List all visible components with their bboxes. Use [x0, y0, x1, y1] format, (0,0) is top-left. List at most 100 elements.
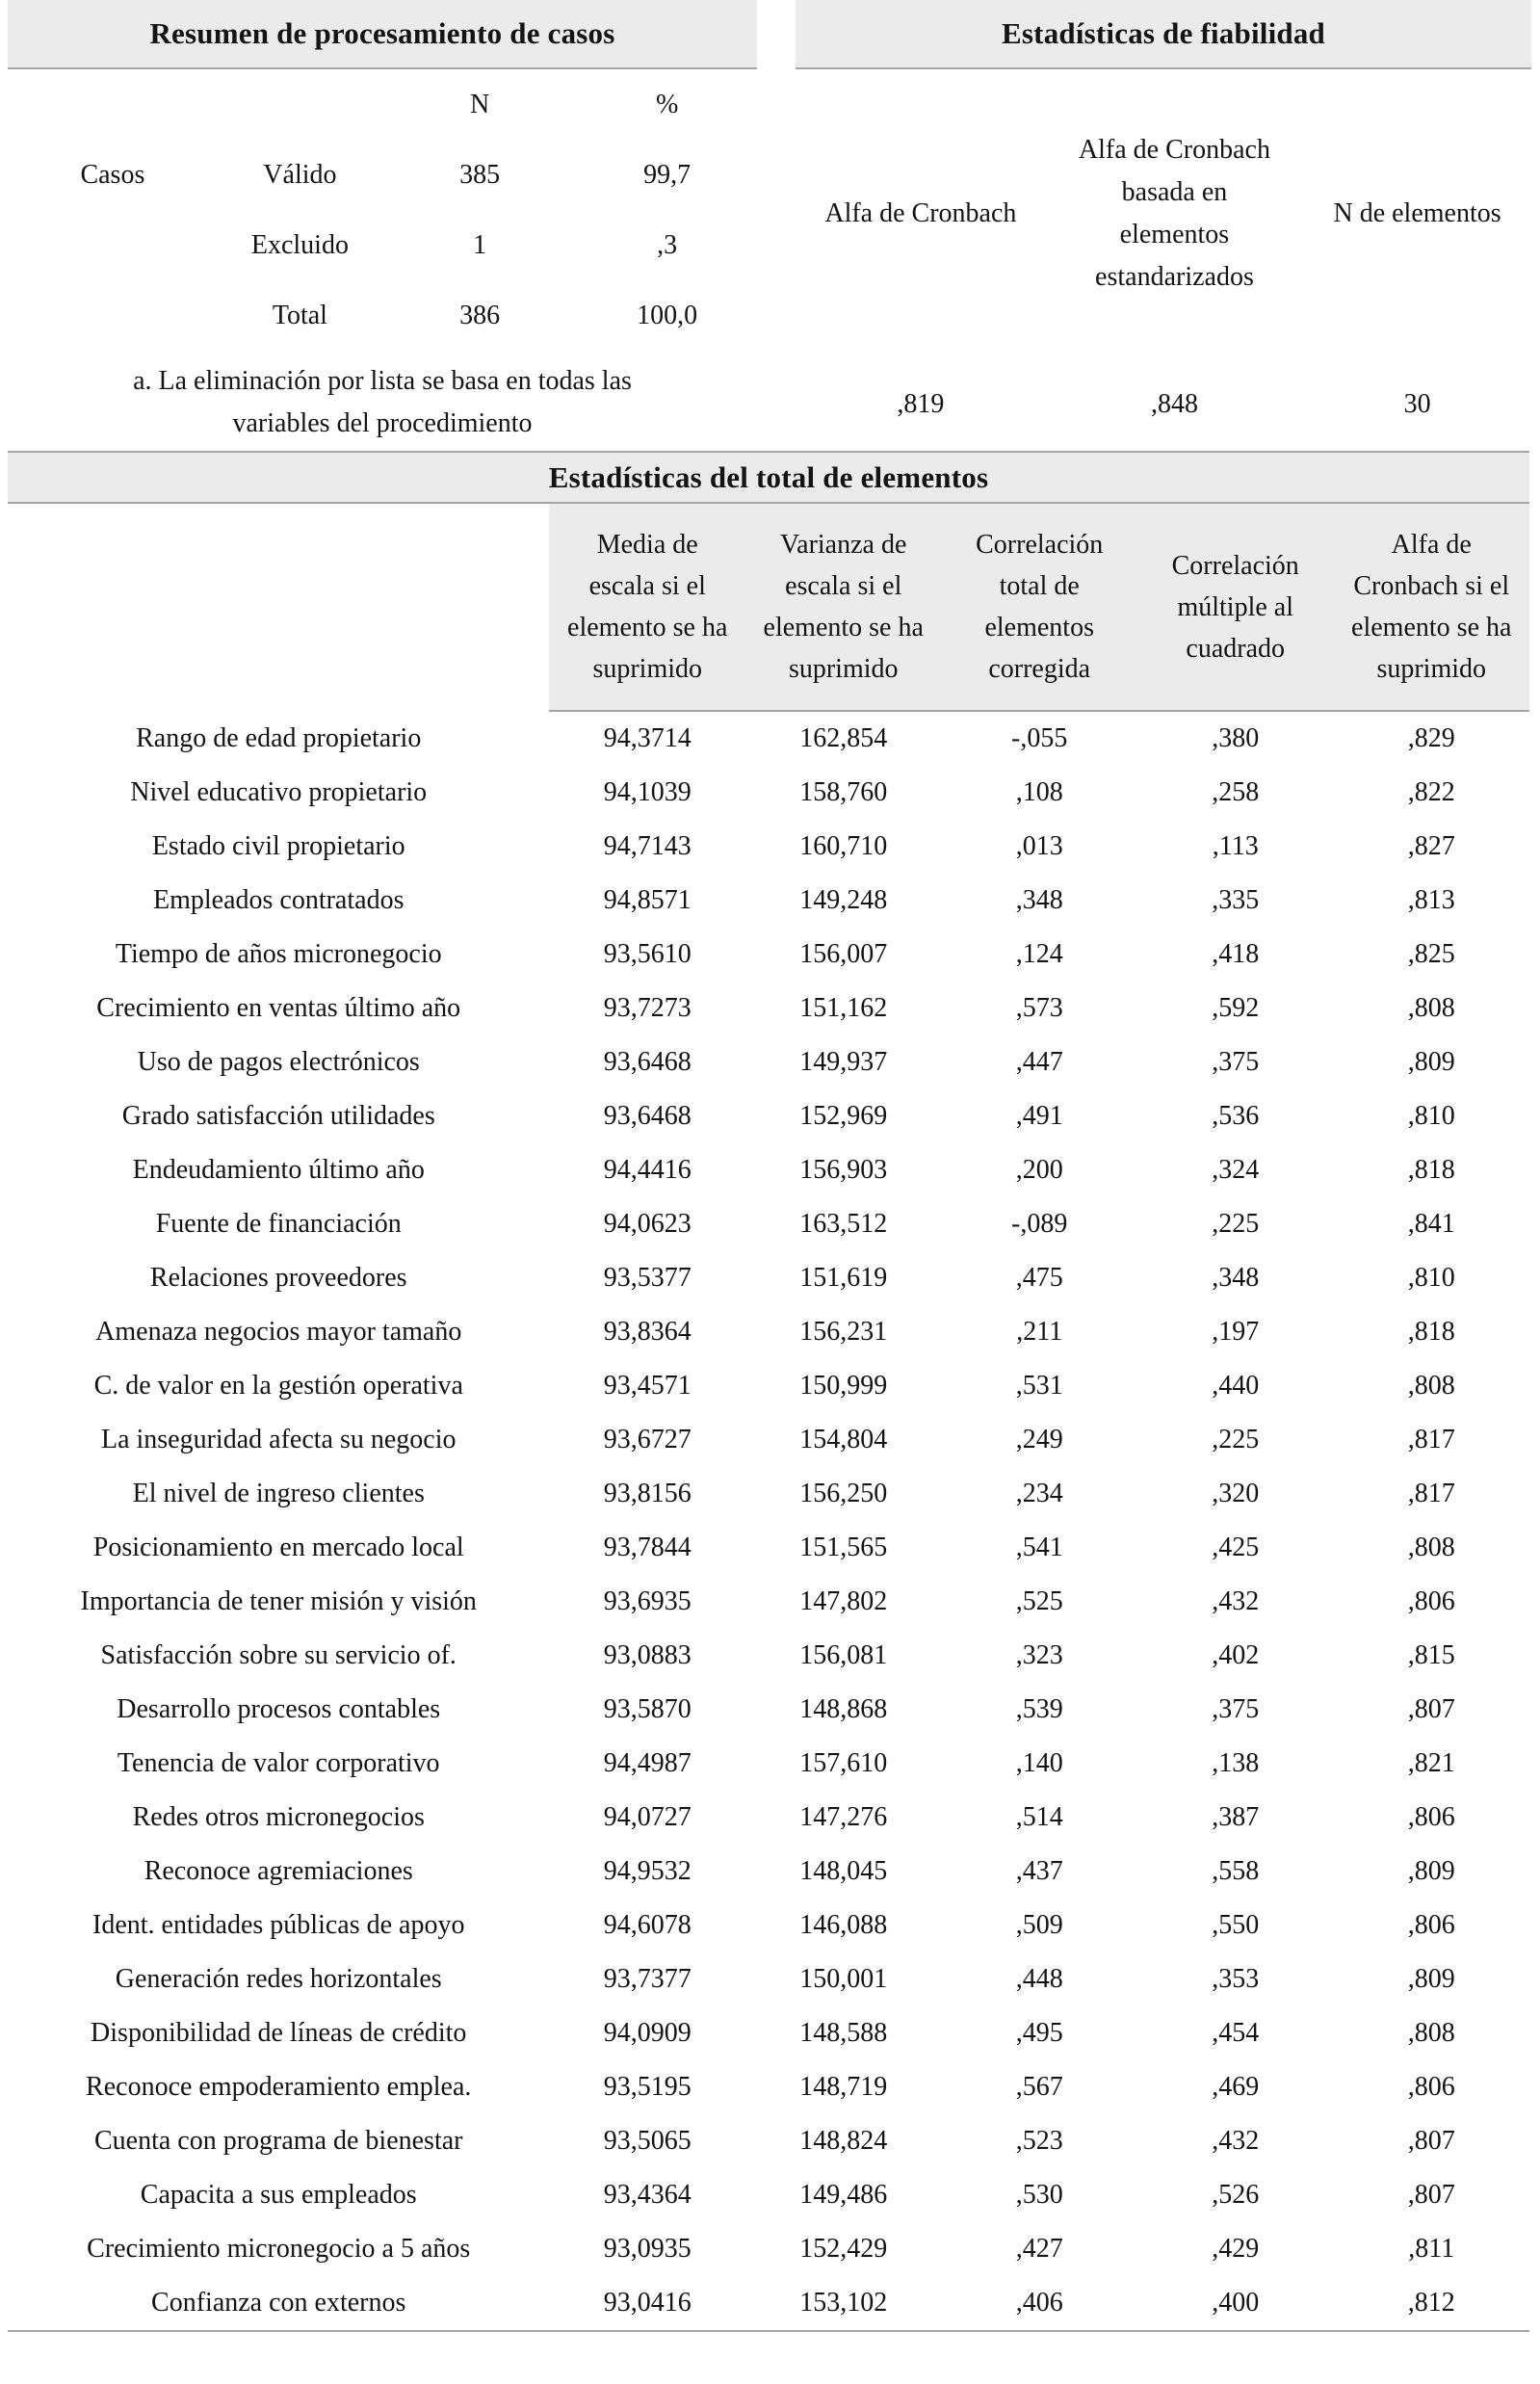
item-value: ,200	[1015, 1155, 1063, 1185]
table-row: C. de valor en la gestión operativa 93,4…	[8, 1359, 1529, 1413]
item-value: ,108	[1015, 777, 1063, 807]
item-value: ,425	[1212, 1533, 1260, 1562]
item-value: ,323	[1015, 1640, 1063, 1670]
item-value: 94,4416	[603, 1155, 692, 1185]
col-header: Varianza de escala si el elemento se ha …	[744, 504, 942, 712]
item-value: ,810	[1407, 1101, 1455, 1131]
item-label: Cuenta con programa de bienestar	[93, 2126, 463, 2156]
item-value: 94,6078	[603, 1910, 692, 1940]
item-value: ,113	[1212, 831, 1259, 861]
item-value: ,320	[1212, 1479, 1260, 1508]
cell-pct: 99,7	[643, 159, 692, 190]
item-label: Satisfacción sobre su servicio of.	[100, 1640, 457, 1670]
footnote-line-2: variables del procedimiento	[232, 408, 533, 438]
row-label: Total	[272, 300, 327, 330]
col-header: Correlación total de elementos corregida	[941, 504, 1137, 712]
col-header-n: N	[470, 89, 490, 119]
table-row: Endeudamiento último año 94,4416 156,903…	[8, 1143, 1529, 1197]
item-value: 93,4364	[603, 2180, 692, 2210]
cell-n: 386	[459, 300, 501, 330]
item-value: ,140	[1015, 1748, 1063, 1778]
item-value: 156,250	[799, 1479, 888, 1508]
case-processing-grid: N % Casos Válido 385 99,7 Excluido 1 ,3	[8, 69, 757, 351]
item-value: 93,5195	[603, 2072, 692, 2102]
item-value: ,249	[1015, 1425, 1063, 1454]
cell-value: ,819	[897, 389, 945, 419]
case-processing-title: Resumen de procesamiento de casos	[8, 0, 757, 69]
item-label: Tenencia de valor corporativo	[117, 1748, 440, 1778]
item-value: 94,4987	[603, 1748, 692, 1778]
col-header: Media de escala si el elemento se ha sup…	[549, 504, 745, 712]
item-value: ,822	[1407, 777, 1455, 807]
item-value: ,525	[1015, 1586, 1063, 1616]
item-value: ,013	[1015, 831, 1063, 861]
item-value: ,335	[1212, 885, 1260, 915]
item-value: ,573	[1015, 993, 1063, 1023]
item-value: 148,588	[799, 2018, 888, 2048]
item-value: 148,719	[799, 2072, 888, 2102]
item-value: ,806	[1407, 2072, 1455, 2102]
item-value: ,447	[1015, 1047, 1063, 1077]
cell-n: 1	[473, 229, 487, 260]
item-value: 93,0935	[603, 2234, 692, 2264]
item-value: ,825	[1407, 939, 1455, 969]
item-value: 163,512	[799, 1209, 888, 1239]
item-value: ,818	[1407, 1317, 1455, 1347]
item-value: ,197	[1212, 1317, 1260, 1347]
item-value: ,818	[1407, 1155, 1455, 1185]
table-footnote: a. La eliminación por lista se basa en t…	[8, 360, 757, 445]
item-value: 94,3714	[603, 723, 692, 753]
item-value: ,808	[1407, 1533, 1455, 1562]
item-label: Redes otros micronegocios	[132, 1802, 425, 1832]
item-value: 154,804	[799, 1425, 888, 1454]
table-row: Reconoce empoderamiento emplea. 93,5195 …	[8, 2060, 1529, 2114]
table-row: Tiempo de años micronegocio 93,5610 156,…	[8, 928, 1529, 982]
table-row: Total 386 100,0	[8, 280, 757, 351]
item-value: 151,162	[799, 993, 888, 1023]
item-value: ,808	[1407, 2018, 1455, 2048]
item-value: ,427	[1015, 2234, 1063, 2264]
item-value: ,514	[1015, 1802, 1063, 1832]
item-value: 149,248	[799, 885, 888, 915]
reliability-title: Estadísticas de fiabilidad	[796, 0, 1531, 69]
item-value: -,055	[1011, 723, 1068, 753]
item-value: ,827	[1407, 831, 1455, 861]
item-value: ,813	[1407, 885, 1455, 915]
item-value: ,225	[1212, 1209, 1260, 1239]
item-value: 150,001	[799, 1964, 888, 1994]
item-value: ,406	[1015, 2288, 1063, 2318]
item-value: 156,903	[799, 1155, 888, 1185]
col-header: Alfa de Cronbach si el elemento se ha su…	[1333, 504, 1529, 712]
item-value: 93,7273	[603, 993, 692, 1023]
item-value: 93,6935	[603, 1586, 692, 1616]
item-value: ,387	[1212, 1802, 1260, 1832]
item-value: ,432	[1212, 1586, 1260, 1616]
item-value: 93,6727	[603, 1425, 692, 1454]
item-value: 93,7844	[603, 1533, 692, 1562]
item-value: 93,6468	[603, 1101, 692, 1131]
row-group-label: Casos	[80, 159, 145, 190]
table-row: Redes otros micronegocios 94,0727 147,27…	[8, 1791, 1529, 1845]
row-group-label	[8, 210, 218, 280]
item-value: 93,7377	[603, 1964, 692, 1994]
item-total-title: Estadísticas del total de elementos	[8, 453, 1529, 504]
item-value: ,402	[1212, 1640, 1260, 1670]
top-section: Resumen de procesamiento de casos N % Ca…	[0, 0, 1540, 451]
item-value: 94,1039	[603, 777, 692, 807]
item-value: ,809	[1407, 1047, 1455, 1077]
table-row: Crecimiento en ventas último año 93,7273…	[8, 982, 1529, 1035]
item-value: ,258	[1212, 777, 1260, 807]
item-value: 148,868	[799, 1694, 888, 1724]
item-value: 148,824	[799, 2126, 888, 2156]
table-row: Disponibilidad de líneas de crédito 94,0…	[8, 2006, 1529, 2060]
item-value: ,812	[1407, 2288, 1455, 2318]
item-value: ,550	[1212, 1910, 1260, 1940]
item-value: ,418	[1212, 939, 1260, 969]
item-value: ,808	[1407, 993, 1455, 1023]
item-value: ,592	[1212, 993, 1260, 1023]
item-value: ,495	[1015, 2018, 1063, 2048]
item-value: 152,969	[799, 1101, 888, 1131]
item-label: Rango de edad propietario	[136, 722, 422, 753]
table-row: Capacita a sus empleados 93,4364 149,486…	[8, 2168, 1529, 2222]
item-value: 93,8156	[603, 1479, 692, 1508]
